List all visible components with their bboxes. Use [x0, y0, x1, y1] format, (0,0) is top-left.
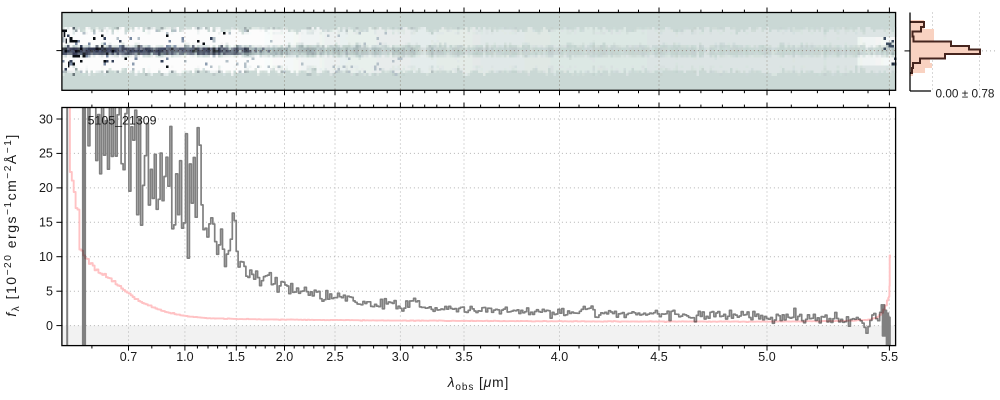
svg-text:5.5: 5.5	[881, 350, 898, 364]
svg-text:10: 10	[39, 250, 53, 264]
svg-text:4.0: 4.0	[551, 350, 568, 364]
svg-text:4.5: 4.5	[650, 350, 667, 364]
svg-text:0.00 ± 0.78: 0.00 ± 0.78	[936, 87, 995, 101]
svg-text:2.0: 2.0	[276, 350, 293, 364]
svg-text:3.5: 3.5	[455, 350, 472, 364]
svg-text:λobs [μm]: λobs [μm]	[447, 375, 510, 393]
svg-text:5.0: 5.0	[758, 350, 775, 364]
svg-text:0: 0	[46, 319, 53, 333]
svg-text:2.5: 2.5	[326, 350, 343, 364]
svg-text:25: 25	[39, 147, 53, 161]
svg-text:fλ [10−20 ergs−1cm−2Å−1]: fλ [10−20 ergs−1cm−2Å−1]	[3, 133, 22, 317]
svg-text:1.5: 1.5	[228, 350, 245, 364]
svg-text:30: 30	[39, 112, 53, 126]
svg-text:1.0: 1.0	[176, 350, 193, 364]
svg-text:20: 20	[39, 181, 53, 195]
svg-text:0.7: 0.7	[120, 350, 137, 364]
svg-text:3.0: 3.0	[392, 350, 409, 364]
svg-text:5: 5	[46, 285, 53, 299]
svg-text:5105_21309: 5105_21309	[88, 113, 157, 127]
svg-text:15: 15	[39, 216, 53, 230]
